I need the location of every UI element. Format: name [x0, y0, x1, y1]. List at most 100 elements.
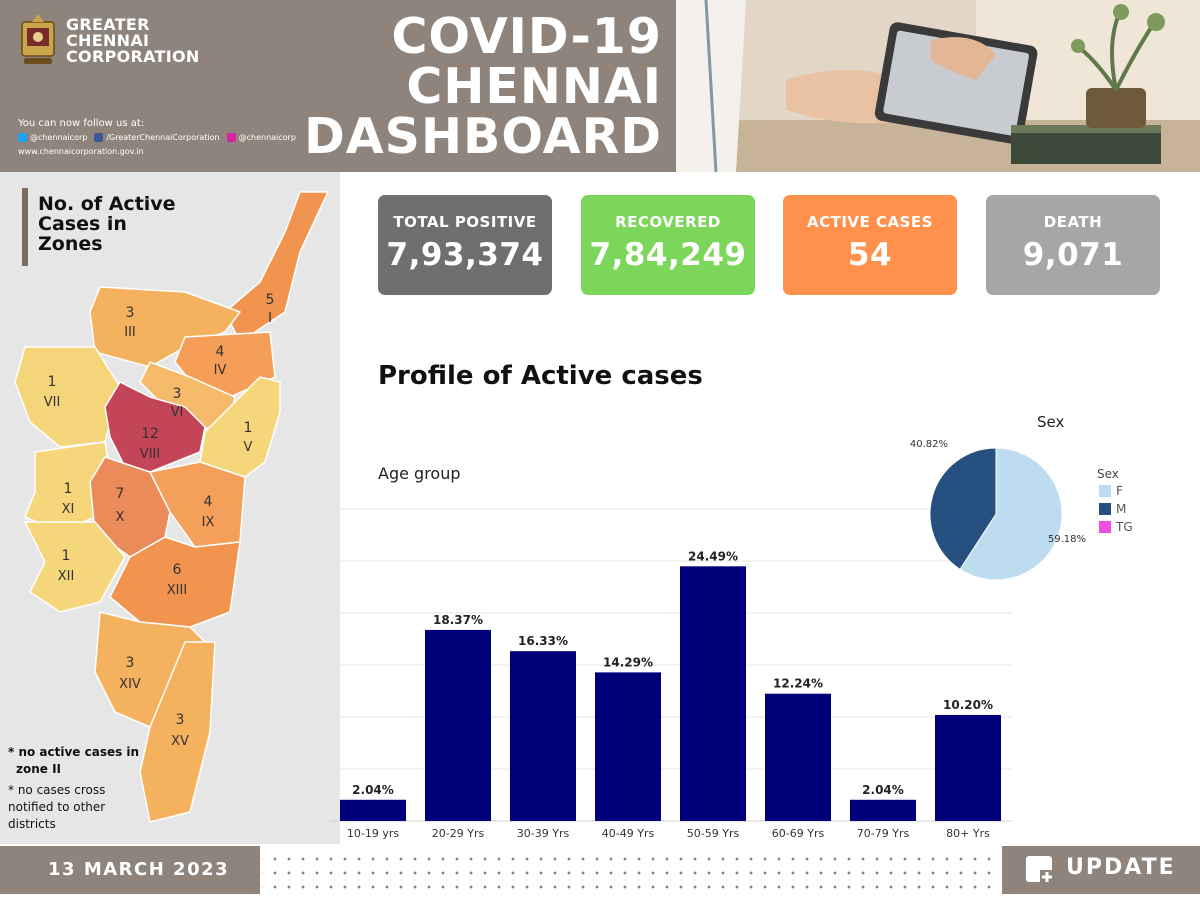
zone-III-count: 3: [125, 305, 135, 321]
map-title-line-3: Zones: [38, 233, 103, 255]
active-cases-value: 54: [847, 237, 893, 273]
map-title-line-1: No. of Active: [38, 193, 176, 215]
pie-label-m: 40.82%: [910, 439, 948, 450]
bar-category-label: 30-39 Yrs: [517, 827, 570, 840]
dashboard-title-line-2: CHENNAI: [406, 58, 662, 115]
bar-value-label: 24.49%: [688, 549, 738, 563]
zone-VI-label: VI: [170, 405, 184, 420]
bar-value-label: 12.24%: [773, 677, 823, 691]
zone-XV-count: 3: [175, 712, 185, 728]
age-group-bar-chart: 2.04% 10-19 yrs 18.37% 20-29 Yrs 16.33% 30-39…: [330, 508, 1012, 840]
zone-XI-label: XI: [61, 502, 75, 517]
zone-IV-label: IV: [213, 363, 227, 378]
follow-label: You can now follow us at:: [18, 118, 145, 129]
active-cases-card: ACTIVE CASES 54: [783, 195, 957, 295]
update-plus-icon: [1026, 856, 1054, 884]
header-photo: [676, 0, 1200, 172]
legend-swatch-m: [1099, 503, 1111, 515]
zone-XV-label: XV: [171, 734, 189, 749]
pie-slice-f: [959, 447, 1063, 581]
bar-value-label: 2.04%: [352, 783, 394, 797]
zone-XI-count: 1: [63, 481, 73, 497]
legend-label-m: M: [1116, 502, 1127, 516]
bar-80-yrs: [935, 714, 1001, 821]
bar-category-label: 70-79 Yrs: [857, 827, 910, 840]
pie-slice-m: [929, 447, 997, 571]
bar-70-79-yrs: [850, 799, 916, 821]
report-date: 13 MARCH 2023: [48, 859, 230, 880]
zone-IX-count: 4: [203, 494, 213, 510]
dashboard-title-line-3: DASHBOARD: [304, 108, 662, 165]
corporation-emblem-icon: [21, 14, 55, 64]
update-label[interactable]: UPDATE: [1066, 855, 1176, 880]
legend-item-f[interactable]: F: [1099, 484, 1123, 498]
bar-value-label: 10.20%: [943, 698, 993, 712]
zone-XII[interactable]: [24, 521, 126, 613]
sex-pie-chart: 59.18% 40.82%: [910, 439, 1086, 581]
note-line: zone II: [16, 762, 62, 776]
note-line: * no cases cross: [8, 783, 106, 797]
zone-XIII[interactable]: [109, 536, 241, 628]
bar-category-label: 10-19 yrs: [347, 827, 399, 840]
twitter-handle[interactable]: @chennaicorp: [30, 133, 88, 142]
instagram-icon: [226, 133, 236, 142]
zone-XV[interactable]: [139, 641, 216, 823]
active-cases-label: ACTIVE CASES: [807, 213, 933, 231]
bar-20-29-yrs: [425, 629, 491, 821]
legend-label-tg: TG: [1116, 520, 1133, 534]
zone-V-label: V: [243, 440, 253, 455]
bar-value-label: 2.04%: [862, 783, 904, 797]
zone-VIII[interactable]: [104, 381, 206, 473]
total-positive-value: 7,93,374: [386, 237, 544, 273]
org-name-line-1: GREATER: [66, 15, 150, 34]
bar-30-39-yrs: [510, 651, 576, 821]
zone-XIII-count: 6: [172, 562, 182, 578]
dashboard-title-line-1: COVID-19: [391, 8, 662, 65]
sex-chart-title: Sex: [1037, 413, 1065, 431]
zone-X-count: 7: [115, 486, 125, 502]
dot-pattern: [262, 848, 998, 894]
zone-V[interactable]: [199, 376, 281, 478]
zone-I-label: I: [268, 311, 272, 326]
bar-category-label: 40-49 Yrs: [602, 827, 655, 840]
legend-swatch-f: [1099, 485, 1111, 497]
total-positive-label: TOTAL POSITIVE: [393, 213, 537, 231]
instagram-handle[interactable]: @chennaicorp: [238, 133, 296, 142]
facebook-icon: [94, 133, 104, 142]
recovered-card: RECOVERED 7,84,249: [581, 195, 755, 295]
social-links: @chennaicorp /GreaterChennaiCorporation …: [18, 133, 296, 142]
death-card: DEATH 9,071: [986, 195, 1160, 295]
zone-XIII-label: XIII: [166, 583, 188, 598]
bar-value-label: 16.33%: [518, 634, 568, 648]
legend-item-tg[interactable]: TG: [1099, 520, 1133, 534]
zone-IX-label: IX: [201, 515, 215, 530]
website-link[interactable]: www.chennaicorporation.gov.in: [18, 147, 144, 156]
pie-label-f: 59.18%: [1048, 534, 1086, 545]
zone-I-count: 5: [265, 292, 275, 308]
zone-map: [14, 191, 329, 823]
zone-V-count: 1: [243, 420, 253, 436]
facebook-handle[interactable]: /GreaterChennaiCorporation: [106, 133, 220, 142]
legend-swatch-tg: [1099, 521, 1111, 533]
recovered-label: RECOVERED: [615, 213, 721, 231]
bar-50-59-yrs: [680, 566, 746, 821]
zone-VIII-count: 12: [141, 426, 159, 442]
note-cross-notified: * no cases cross notified to other distr…: [8, 782, 105, 833]
zone-VII-count: 1: [47, 374, 57, 390]
org-name-line-2: CHENNAI: [66, 31, 150, 50]
zone-map-panel: No. of Active Cases in Zones 5 I 3 III 4…: [0, 172, 340, 844]
zone-XIV-label: XIV: [119, 677, 141, 692]
zone-VIII-label: VIII: [139, 447, 161, 462]
date-box: [0, 846, 260, 894]
map-title-line-2: Cases in: [38, 213, 127, 235]
bar-10-19-yrs: [340, 799, 406, 821]
zone-VI-count: 3: [172, 386, 182, 402]
note-line: * no active cases in: [8, 745, 140, 759]
profile-title: Profile of Active cases: [378, 361, 703, 391]
header-banner: GREATER CHENNAI CORPORATION You can now …: [0, 0, 1200, 172]
zone-VII-label: VII: [43, 395, 61, 410]
legend-item-m[interactable]: M: [1099, 502, 1126, 516]
legend-label-f: F: [1116, 484, 1123, 498]
age-group-label: Age group: [378, 464, 461, 483]
recovered-value: 7,84,249: [589, 237, 747, 273]
